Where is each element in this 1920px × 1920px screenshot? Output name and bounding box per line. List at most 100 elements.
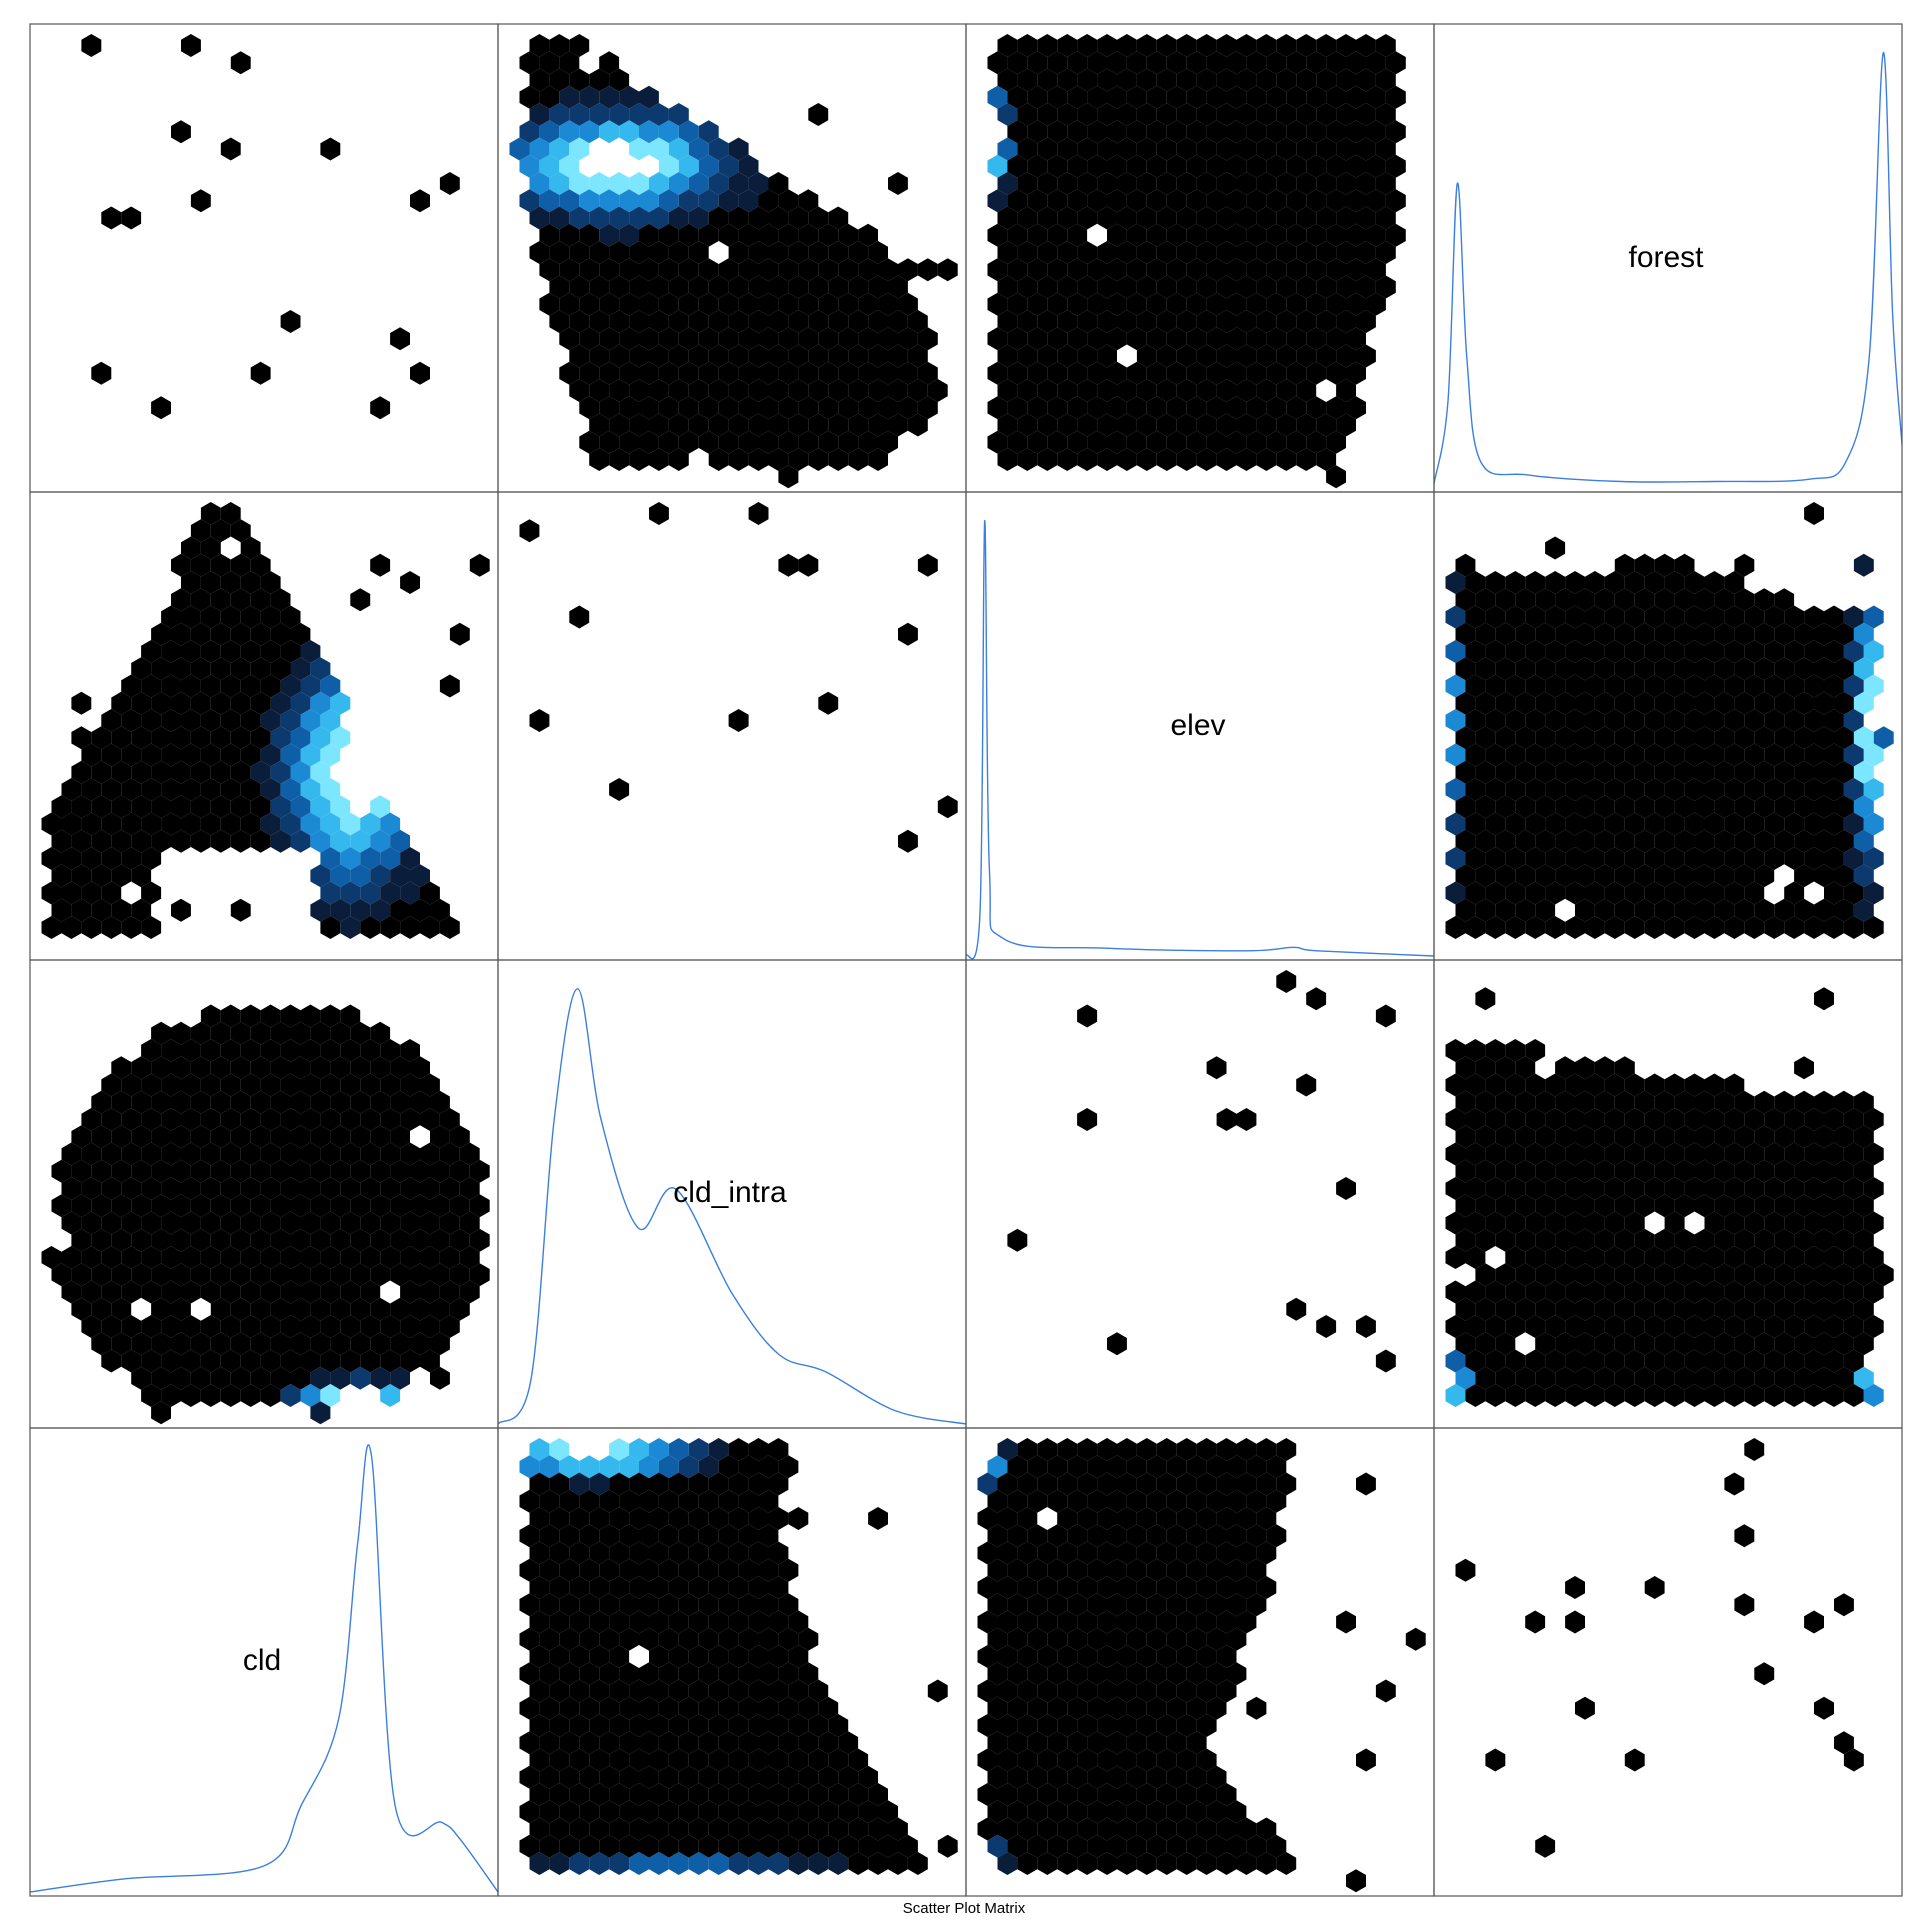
hex-bin <box>1296 172 1317 195</box>
hex-bin <box>61 812 82 836</box>
hex-bin <box>1834 1366 1854 1390</box>
hex-bin <box>997 379 1018 402</box>
hex-bin <box>519 1489 540 1513</box>
hex-bin <box>111 1228 132 1252</box>
hex-bin <box>1276 1852 1297 1875</box>
hex-bin <box>708 1576 729 1599</box>
hex-bin <box>1266 292 1287 316</box>
hex-bin <box>380 881 401 905</box>
hex-bin <box>1684 571 1705 594</box>
hex-bin <box>579 223 600 247</box>
hex-bin <box>1176 1645 1197 1668</box>
hex-bin <box>599 1696 620 1720</box>
hex-bin <box>1624 1177 1645 1200</box>
hex-bin <box>171 1090 191 1114</box>
hex-bin <box>828 448 849 471</box>
hex-bin <box>1644 1108 1665 1131</box>
hex-bin <box>1654 1263 1675 1287</box>
hex-bin <box>1146 154 1167 178</box>
hex-bin <box>1794 1125 1814 1149</box>
hex-bin <box>848 310 869 333</box>
hex-bin <box>1176 206 1197 230</box>
hex-bin <box>1475 726 1496 750</box>
hex-bin <box>778 189 799 213</box>
hex-bin <box>1216 379 1237 402</box>
hex-bin <box>280 1315 301 1338</box>
hex-bin <box>1824 709 1844 732</box>
hex-bin <box>1087 51 1107 75</box>
hex-bin <box>698 154 719 178</box>
hex-bin <box>1077 1817 1098 1841</box>
hex-bin <box>340 1177 361 1200</box>
hex-bin <box>200 536 221 560</box>
hex-bin <box>1087 258 1107 282</box>
hex-bin <box>569 310 590 333</box>
hex-bin <box>400 1142 420 1166</box>
hex-bin <box>589 103 610 126</box>
hex-bin <box>668 1714 689 1737</box>
hex-bin <box>668 1645 689 1668</box>
hex-bin <box>1256 1817 1277 1841</box>
hex-bin <box>1176 1438 1197 1461</box>
hex-bin <box>1276 413 1297 437</box>
hex-bin <box>1375 34 1396 57</box>
hex-bin <box>698 1731 719 1755</box>
hex-bin <box>1037 379 1058 402</box>
hex-bin <box>1614 1263 1635 1287</box>
hex-bin <box>1565 1073 1585 1097</box>
hex-bin <box>609 68 630 92</box>
hex-bin <box>1176 1817 1197 1841</box>
hex-bin <box>1644 778 1665 801</box>
hex-bin <box>280 1108 301 1131</box>
hex-bin <box>220 1349 241 1373</box>
hex-bin <box>1226 189 1247 213</box>
hex-bin <box>1843 1177 1864 1200</box>
hex-bin <box>1644 881 1665 905</box>
hex-bin <box>599 1524 620 1548</box>
hex-bin <box>1704 1108 1725 1131</box>
hex-bin <box>599 189 620 213</box>
hex-bin <box>360 847 381 870</box>
hex-bin <box>589 344 610 368</box>
hex-bin <box>738 1593 759 1617</box>
hex-bin <box>1585 1073 1605 1097</box>
hex-bin <box>987 1765 1008 1789</box>
hex-bin <box>1684 847 1705 870</box>
hex-bin <box>240 1246 261 1269</box>
hex-bin <box>808 1783 829 1806</box>
hex-bin <box>190 1366 211 1390</box>
hex-bin <box>1196 310 1217 333</box>
hex-bin <box>1336 1610 1356 1634</box>
hex-bin <box>1784 847 1805 870</box>
hex-bin <box>649 1783 669 1806</box>
hex-bin <box>519 189 540 213</box>
hex-bin <box>609 1507 630 1530</box>
hex-bin <box>1097 344 1117 368</box>
hex-bin <box>1017 1679 1038 1703</box>
hex-bin <box>1027 1627 1048 1651</box>
hex-bin <box>141 881 162 905</box>
hex-bin <box>1455 726 1476 750</box>
hexbin-panel-cld-vs-forest <box>1455 1438 1864 1858</box>
hex-bin <box>1734 726 1755 750</box>
hex-bin <box>828 379 849 402</box>
hex-bin <box>131 691 152 715</box>
hex-bin <box>559 1455 580 1479</box>
hex-bin <box>449 622 470 646</box>
hex-bin <box>1853 657 1874 681</box>
hex-bin <box>310 726 331 750</box>
hex-bin <box>1634 1159 1655 1183</box>
hex-bin <box>340 1142 361 1166</box>
hex-bin <box>1455 1056 1476 1080</box>
hex-bin <box>1455 588 1476 612</box>
hex-bin <box>997 1541 1018 1565</box>
hex-bin <box>1674 1263 1695 1287</box>
hex-bin <box>390 898 410 922</box>
hex-bin <box>1784 1246 1805 1269</box>
hex-bin <box>1186 85 1207 109</box>
hex-bin <box>370 1332 391 1356</box>
hex-bin <box>718 1696 739 1720</box>
hex-bin <box>1027 396 1048 420</box>
hex-bin <box>1276 241 1297 264</box>
hex-bin <box>1445 881 1466 905</box>
